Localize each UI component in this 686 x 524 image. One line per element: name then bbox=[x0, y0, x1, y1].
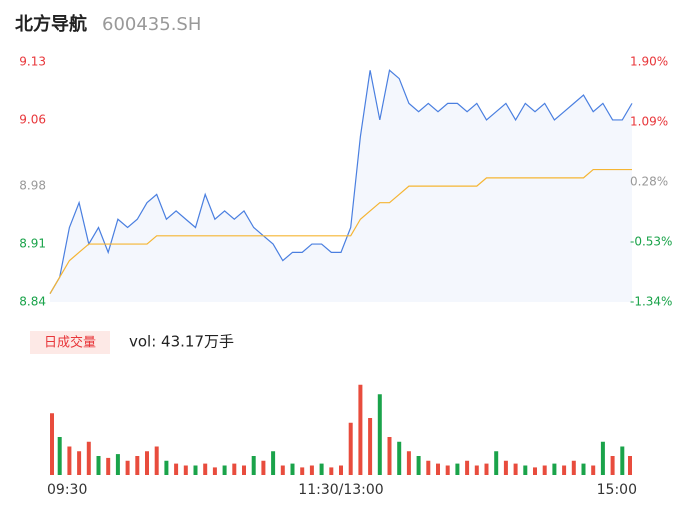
volume-bar bbox=[445, 465, 450, 475]
volume-bar bbox=[309, 465, 314, 475]
y2-tick-label: 1.09% bbox=[630, 115, 668, 129]
volume-bar bbox=[329, 467, 334, 475]
stock-code: 600435.SH bbox=[102, 14, 201, 35]
volume-bar bbox=[261, 460, 266, 475]
volume-bar bbox=[339, 465, 343, 475]
volume-bar bbox=[484, 463, 489, 475]
volume-bar bbox=[513, 463, 518, 475]
volume-bar bbox=[67, 446, 72, 475]
y-tick-label: 9.06 bbox=[19, 112, 46, 126]
volume-bar bbox=[591, 465, 596, 475]
y-tick-label: 9.13 bbox=[19, 55, 46, 69]
price-line bbox=[49, 69, 633, 295]
volume-bar bbox=[436, 463, 440, 475]
volume-bar bbox=[203, 463, 208, 475]
volume-bar bbox=[562, 465, 567, 475]
volume-bar bbox=[533, 467, 537, 475]
volume-bar bbox=[426, 460, 431, 475]
y-tick-label: 8.91 bbox=[19, 237, 46, 251]
volume-bar bbox=[164, 460, 169, 475]
volume-bar bbox=[416, 456, 421, 475]
volume-bar bbox=[455, 463, 460, 475]
y2-tick-label: -1.34% bbox=[630, 295, 672, 309]
volume-bar bbox=[581, 463, 586, 475]
volume-bar bbox=[406, 451, 411, 475]
volume-bar bbox=[115, 454, 120, 475]
volume-bar bbox=[86, 441, 91, 475]
volume-bar bbox=[232, 463, 237, 475]
x-tick-label: 09:30 bbox=[47, 482, 87, 498]
volume-bar bbox=[300, 467, 305, 475]
volume-bar bbox=[135, 456, 140, 475]
volume-bar bbox=[106, 457, 111, 475]
volume-bar bbox=[600, 441, 605, 475]
stock-name: 北方导航 bbox=[15, 13, 87, 35]
y-tick-label: 8.84 bbox=[19, 295, 46, 309]
x-tick-label: 11:30/13:00 bbox=[298, 482, 383, 498]
volume-bar bbox=[251, 456, 256, 475]
volume-bar bbox=[387, 437, 392, 475]
volume-bar bbox=[50, 413, 54, 475]
volume-total: vol: 43.17万手 bbox=[129, 333, 234, 351]
volume-bar bbox=[154, 446, 159, 475]
volume-bar bbox=[212, 467, 217, 475]
volume-bar bbox=[183, 465, 188, 475]
volume-bar bbox=[242, 465, 246, 475]
volume-bar bbox=[271, 451, 276, 475]
y2-tick-label: -0.53% bbox=[630, 235, 672, 249]
volume-bar bbox=[77, 451, 82, 475]
volume-bar bbox=[348, 422, 353, 475]
volume-bar bbox=[193, 465, 198, 475]
volume-bar bbox=[368, 418, 373, 475]
volume-bar bbox=[222, 465, 227, 475]
price-area bbox=[50, 70, 632, 302]
y-tick-label: 8.98 bbox=[19, 179, 46, 193]
volume-badge-label: 日成交量 bbox=[44, 335, 96, 351]
y2-tick-label: 1.90% bbox=[630, 55, 668, 69]
volume-bar bbox=[494, 451, 499, 475]
volume-bar bbox=[319, 463, 324, 475]
volume-bar bbox=[610, 456, 615, 475]
volume-bar bbox=[125, 460, 130, 475]
volume-bar bbox=[145, 451, 149, 475]
volume-bar bbox=[280, 465, 285, 475]
volume-bar bbox=[465, 460, 470, 475]
volume-bar bbox=[377, 394, 382, 475]
volume-bar bbox=[358, 384, 363, 475]
volume-bar bbox=[628, 456, 632, 475]
volume-bar bbox=[57, 437, 62, 475]
y2-tick-label: 0.28% bbox=[630, 175, 668, 189]
volume-bar bbox=[523, 465, 528, 475]
x-tick-label: 15:00 bbox=[597, 482, 637, 498]
volume-bar bbox=[552, 463, 557, 475]
volume-bar bbox=[397, 441, 402, 475]
volume-bar bbox=[474, 465, 479, 475]
volume-bar bbox=[542, 465, 547, 475]
volume-bar bbox=[96, 456, 101, 475]
average-line bbox=[49, 168, 632, 295]
volume-badge bbox=[30, 331, 110, 354]
volume-bar bbox=[620, 446, 625, 475]
volume-bar bbox=[571, 460, 576, 475]
volume-bar bbox=[290, 463, 295, 475]
volume-bar bbox=[503, 460, 508, 475]
volume-bar bbox=[174, 463, 179, 475]
